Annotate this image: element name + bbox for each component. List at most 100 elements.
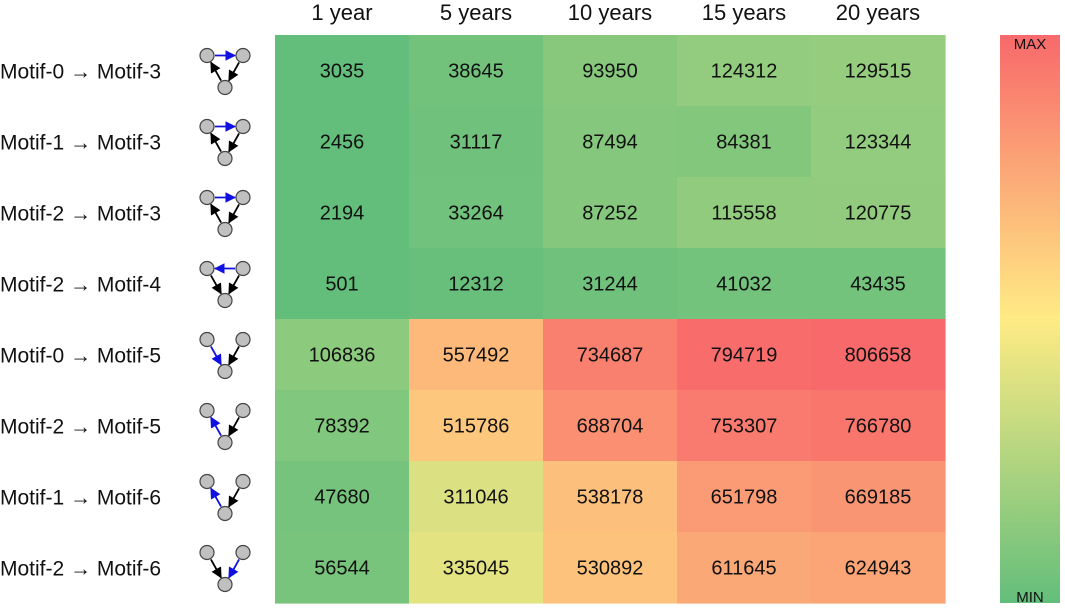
row-label: Motif-2 → Motif-6 bbox=[0, 558, 161, 581]
column-header: 20 years bbox=[836, 0, 920, 25]
cell-value-label: 31244 bbox=[582, 274, 638, 296]
heatmap-cell bbox=[677, 177, 812, 249]
cell-value-label: 624943 bbox=[845, 558, 912, 580]
cell-value-label: 669185 bbox=[845, 487, 912, 509]
cell-value-label: 651798 bbox=[711, 487, 778, 509]
cell-value-label: 33264 bbox=[448, 203, 504, 225]
cell-value-label: 734687 bbox=[577, 345, 644, 367]
cell-value-label: 123344 bbox=[845, 132, 912, 154]
colorbar-min-label: MIN bbox=[1016, 589, 1044, 606]
heatmap-cell bbox=[543, 532, 678, 604]
column-header: 5 years bbox=[440, 0, 512, 25]
heatmap-cell bbox=[275, 390, 410, 462]
cell-value-label: 530892 bbox=[577, 558, 644, 580]
heatmap-cell bbox=[811, 532, 946, 604]
cell-value-label: 87252 bbox=[582, 203, 638, 225]
heatmap-cell bbox=[275, 461, 410, 533]
heatmap-cell bbox=[811, 35, 946, 107]
heatmap-cell bbox=[677, 532, 812, 604]
row-label: Motif-2 → Motif-3 bbox=[0, 203, 161, 226]
heatmap-cell bbox=[811, 390, 946, 462]
heatmap-cell bbox=[275, 106, 410, 178]
cell-value-label: 557492 bbox=[443, 345, 510, 367]
heatmap-cell bbox=[543, 106, 678, 178]
cell-value-label: 538178 bbox=[577, 487, 644, 509]
row-label: Motif-2 → Motif-5 bbox=[0, 416, 161, 439]
cell-value-label: 794719 bbox=[711, 345, 778, 367]
motif-3-blue-edge-top-right-icon bbox=[199, 118, 251, 167]
heatmap-cell bbox=[409, 248, 544, 320]
colorbar-gradient bbox=[1000, 35, 1060, 603]
cell-value-label: 753307 bbox=[711, 416, 778, 438]
cell-value-label: 2456 bbox=[320, 132, 365, 154]
cell-value-label: 43435 bbox=[850, 274, 906, 296]
cell-value-label: 106836 bbox=[309, 345, 376, 367]
heatmap-cell bbox=[543, 177, 678, 249]
cell-value-label: 124312 bbox=[711, 61, 778, 83]
heatmap-cell bbox=[543, 461, 678, 533]
heatmap-cell bbox=[275, 532, 410, 604]
motif-6-blue-edge-right-down-icon bbox=[199, 544, 251, 593]
cell-value-label: 806658 bbox=[845, 345, 912, 367]
cell-value-label: 84381 bbox=[716, 132, 772, 154]
cell-value-label: 335045 bbox=[443, 558, 510, 580]
heatmap-cell bbox=[409, 106, 544, 178]
cell-value-label: 515786 bbox=[443, 416, 510, 438]
heatmap-cell bbox=[543, 248, 678, 320]
column-header: 15 years bbox=[702, 0, 786, 25]
row-label: Motif-1 → Motif-3 bbox=[0, 132, 161, 155]
cell-value-label: 93950 bbox=[582, 61, 638, 83]
motif-3-blue-edge-top-right-icon bbox=[199, 47, 251, 96]
cell-value-label: 78392 bbox=[314, 416, 370, 438]
heatmap-cell bbox=[677, 106, 812, 178]
heatmap-cell bbox=[811, 461, 946, 533]
heatmap-cell bbox=[543, 319, 678, 391]
heatmap-cell bbox=[543, 390, 678, 462]
cell-value-label: 56544 bbox=[314, 558, 370, 580]
cell-value-label: 688704 bbox=[577, 416, 644, 438]
heatmap-cell bbox=[543, 35, 678, 107]
row-label: Motif-2 → Motif-4 bbox=[0, 274, 161, 297]
row-labels: Motif-0 → Motif-3 Motif-1 → Motif-3 Motif-… bbox=[0, 61, 161, 581]
heatmap-cell bbox=[275, 177, 410, 249]
heatmap-cell bbox=[409, 35, 544, 107]
row-label: Motif-1 → Motif-6 bbox=[0, 487, 161, 510]
cell-value-label: 611645 bbox=[711, 558, 776, 580]
heatmap-cell bbox=[677, 248, 812, 320]
motif-icons bbox=[199, 47, 251, 593]
heatmap-cell bbox=[677, 319, 812, 391]
heatmap-cell bbox=[409, 319, 544, 391]
heatmap-cell bbox=[811, 177, 946, 249]
motif-6-blue-edge-left-up-icon bbox=[199, 473, 251, 522]
motif-5-blue-edge-left-down-icon bbox=[199, 331, 251, 380]
motif-5-blue-edge-left-up-icon bbox=[199, 402, 251, 451]
heatmap-cell bbox=[275, 35, 410, 107]
column-header: 1 year bbox=[311, 0, 372, 25]
heatmap-cell bbox=[677, 461, 812, 533]
cell-value-label: 47680 bbox=[314, 487, 370, 509]
cell-value-label: 87494 bbox=[582, 132, 638, 154]
column-headers: 1 year 5 years 10 years 15 years 20 years bbox=[311, 0, 920, 25]
cell-value-label: 12312 bbox=[448, 274, 504, 296]
row-label: Motif-0 → Motif-3 bbox=[0, 61, 161, 84]
heatmap-cell bbox=[275, 319, 410, 391]
cell-value-label: 41032 bbox=[716, 274, 772, 296]
cell-value-label: 38645 bbox=[448, 61, 504, 83]
cell-value-label: 129515 bbox=[845, 61, 912, 83]
heatmap-cell bbox=[409, 461, 544, 533]
cell-value-label: 311046 bbox=[443, 487, 508, 509]
motif-3-blue-edge-top-right-icon bbox=[199, 189, 251, 238]
heatmap-cell bbox=[409, 390, 544, 462]
heatmap-cell bbox=[677, 390, 812, 462]
column-header: 10 years bbox=[568, 0, 652, 25]
heatmap-cell bbox=[677, 35, 812, 107]
cell-value-label: 501 bbox=[325, 274, 358, 296]
cell-value-label: 2194 bbox=[320, 203, 365, 225]
heatmap-cell bbox=[811, 248, 946, 320]
motif-4-blue-edge-top-left-icon bbox=[199, 260, 251, 309]
heatmap-cell bbox=[409, 177, 544, 249]
heatmap-cell bbox=[811, 106, 946, 178]
heatmap-cell bbox=[811, 319, 946, 391]
cell-value-label: 31117 bbox=[450, 132, 503, 154]
